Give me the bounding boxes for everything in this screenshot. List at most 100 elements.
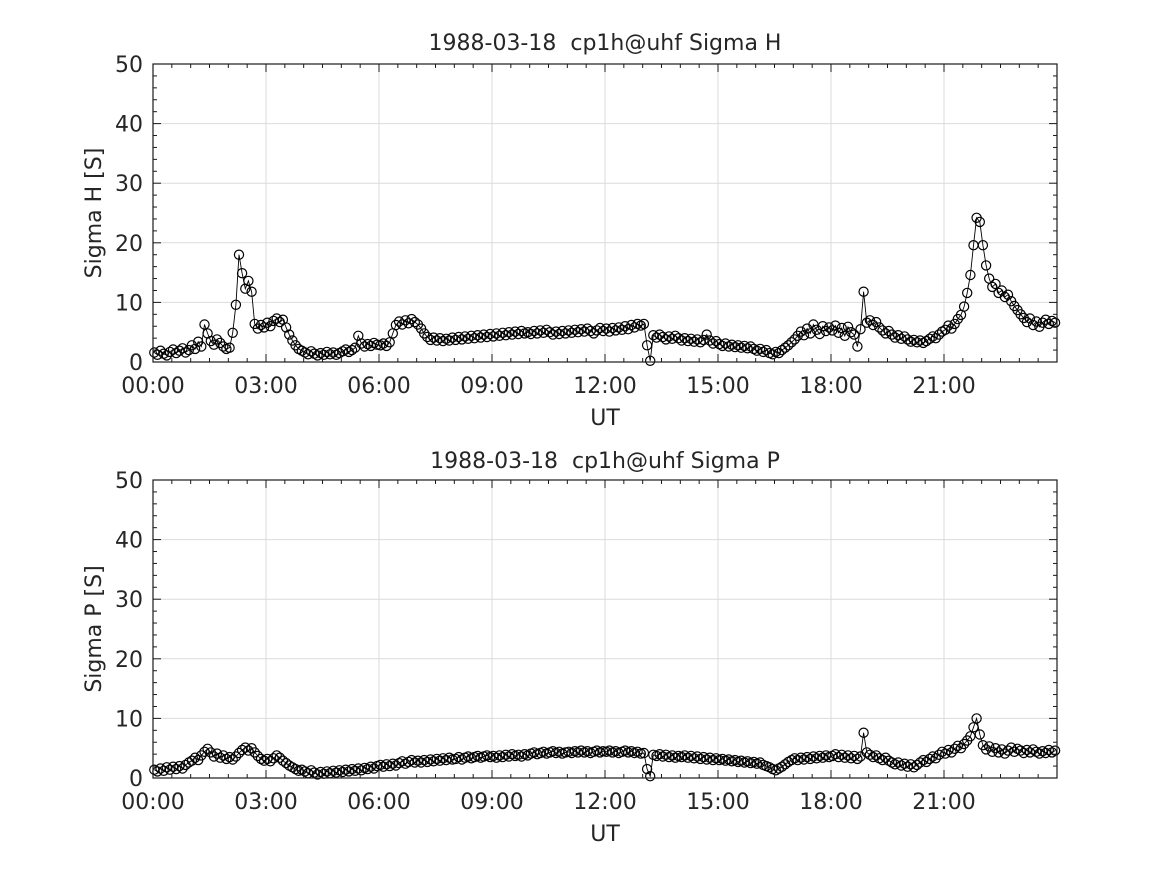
data-point xyxy=(773,347,785,359)
data-point xyxy=(1040,747,1051,759)
data-point xyxy=(739,340,750,352)
data-point xyxy=(817,752,829,763)
data-point xyxy=(980,260,992,271)
data-point xyxy=(849,750,860,762)
chart-title: 1988-03-18 cp1h@uhf Sigma H xyxy=(429,31,782,56)
data-point xyxy=(698,334,709,346)
data-point xyxy=(189,752,201,763)
data-point xyxy=(462,333,474,344)
data-point xyxy=(726,339,738,350)
data-point xyxy=(384,337,395,348)
data-point xyxy=(679,333,690,344)
data-point xyxy=(230,751,242,762)
data-point xyxy=(196,750,207,761)
data-point xyxy=(422,756,433,768)
x-tick-label: 06:00 xyxy=(347,374,410,399)
data-point xyxy=(196,341,207,352)
data-point xyxy=(845,327,857,338)
data-point xyxy=(899,758,910,769)
data-point xyxy=(717,753,728,765)
data-point xyxy=(893,330,904,341)
data-point xyxy=(987,746,998,758)
data-point xyxy=(566,327,577,338)
data-point xyxy=(971,713,982,724)
x-tick-label: 09:00 xyxy=(460,374,523,399)
x-tick-label: 00:00 xyxy=(121,790,184,815)
data-point xyxy=(852,341,863,352)
data-series xyxy=(149,713,1061,782)
y-tick-label: 30 xyxy=(115,588,143,613)
data-point xyxy=(321,346,333,358)
data-point xyxy=(406,754,417,766)
data-point xyxy=(758,346,769,358)
data-point xyxy=(214,337,226,349)
x-tick-label: 00:00 xyxy=(121,374,184,399)
data-point xyxy=(908,334,920,346)
data-point xyxy=(858,286,869,297)
data-point xyxy=(798,754,810,765)
data-point xyxy=(199,746,210,758)
data-point xyxy=(202,743,213,755)
data-point xyxy=(246,286,257,297)
tick-labels: 00:00 03:00 06:00 09:00 12:00 15:00 18:00 21:00… xyxy=(115,53,976,399)
data-point xyxy=(943,320,954,331)
data-point xyxy=(701,329,712,340)
data-point xyxy=(626,746,637,757)
data-point xyxy=(704,752,716,763)
data-point xyxy=(560,328,571,339)
data-point xyxy=(707,338,719,349)
data-point xyxy=(290,340,301,351)
data-point xyxy=(783,340,794,351)
data-point xyxy=(419,328,430,339)
data-point xyxy=(406,313,417,325)
data-point xyxy=(274,752,285,763)
data-point xyxy=(547,746,559,757)
data-point xyxy=(902,334,913,345)
data-point xyxy=(415,757,427,768)
data-point xyxy=(754,757,766,768)
data-point xyxy=(525,328,537,340)
data-point xyxy=(723,754,734,765)
data-point xyxy=(852,753,863,765)
data-point xyxy=(240,742,251,753)
data-point xyxy=(255,753,267,765)
y-tick-label: 50 xyxy=(115,469,143,494)
data-point xyxy=(271,750,282,761)
data-point xyxy=(218,341,229,352)
data-point xyxy=(918,754,929,766)
data-point xyxy=(805,753,816,765)
data-point xyxy=(732,340,744,351)
chart-title: 1988-03-18 cp1h@uhf Sigma P xyxy=(430,449,780,474)
data-point xyxy=(384,760,395,772)
data-point xyxy=(149,347,160,358)
data-point xyxy=(211,334,223,345)
x-tick-label: 12:00 xyxy=(573,790,636,815)
y-tick-label: 20 xyxy=(115,232,143,257)
data-point xyxy=(378,761,389,772)
data-point xyxy=(660,334,672,345)
data-point xyxy=(503,327,515,338)
y-tick-label: 0 xyxy=(129,767,143,792)
data-point xyxy=(475,332,486,343)
data-point xyxy=(645,771,656,782)
data-point xyxy=(516,325,527,337)
data-point xyxy=(236,744,248,756)
data-point xyxy=(874,322,885,333)
data-point xyxy=(312,350,323,361)
data-point xyxy=(284,329,295,340)
data-point xyxy=(274,316,285,328)
data-point xyxy=(654,749,665,760)
data-point xyxy=(842,321,854,332)
data-point xyxy=(770,765,782,776)
data-point xyxy=(287,762,298,773)
data-point xyxy=(1015,309,1026,320)
y-tick-label: 30 xyxy=(115,172,143,197)
data-point xyxy=(478,329,489,340)
data-point xyxy=(867,319,879,331)
data-point xyxy=(748,756,760,768)
data-point xyxy=(409,316,420,328)
data-point xyxy=(262,753,273,765)
data-point xyxy=(820,325,832,337)
data-point xyxy=(243,745,254,756)
